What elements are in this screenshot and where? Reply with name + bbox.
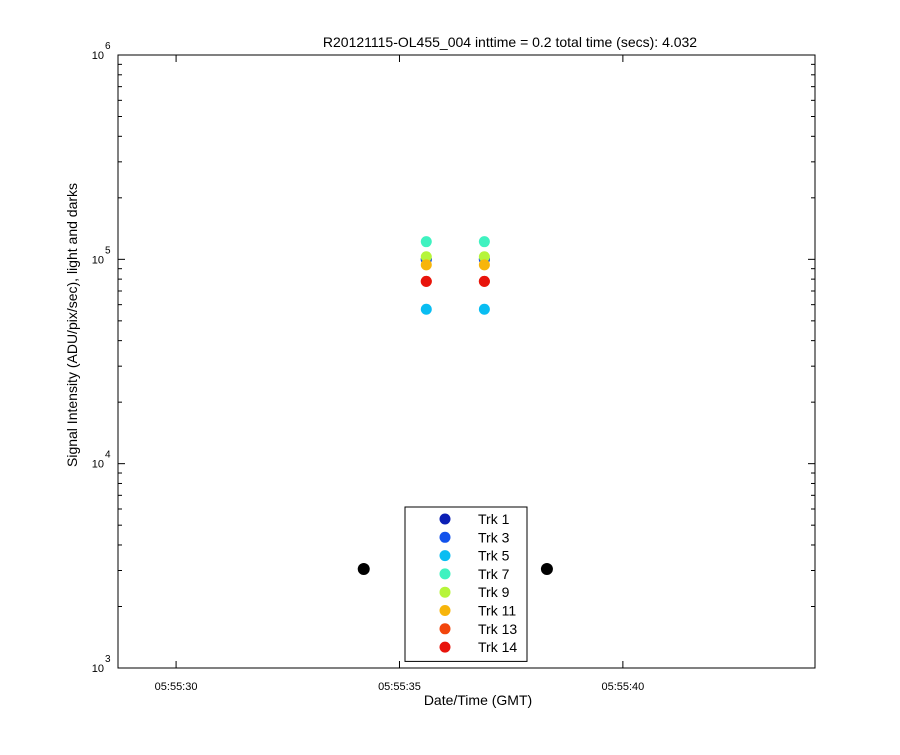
y-tick-label-exponent: 6 <box>105 41 111 52</box>
dark-point <box>357 563 370 576</box>
y-tick-label-base: 10 <box>92 254 104 266</box>
data-point <box>420 275 432 287</box>
legend-marker <box>439 513 451 525</box>
x-tick-label: 05:55:40 <box>601 681 644 693</box>
legend-marker <box>439 550 451 562</box>
data-point <box>478 251 490 263</box>
legend-label: Trk 1 <box>478 511 510 527</box>
y-axis-label: Signal Intensity (ADU/pix/sec), light an… <box>64 183 80 467</box>
data-point <box>420 251 432 263</box>
data-point <box>478 236 490 248</box>
x-axis-label: Date/Time (GMT) <box>424 692 532 708</box>
legend-label: Trk 5 <box>478 548 510 564</box>
x-tick-label: 05:55:35 <box>378 681 421 693</box>
data-point <box>420 236 432 248</box>
legend-label: Trk 3 <box>478 529 510 545</box>
data-point <box>420 259 432 271</box>
legend-marker <box>439 605 451 616</box>
legend-box <box>404 506 528 662</box>
data-points <box>357 236 553 576</box>
legend-marker <box>439 568 451 580</box>
data-point <box>420 303 432 315</box>
legend-label: Trk 11 <box>478 603 516 619</box>
data-point <box>478 275 490 287</box>
y-tick-label-exponent: 5 <box>105 245 111 256</box>
x-tick-label: 05:55:30 <box>155 681 198 693</box>
legend-marker <box>439 623 451 635</box>
y-tick-label-base: 10 <box>92 459 104 471</box>
y-tick-label-base: 10 <box>92 663 104 675</box>
legend: Trk 1 Trk 3 Trk 5 Trk 7 Trk 9 Trk 11 Trk 13 Trk… <box>404 506 528 662</box>
y-tick-label-exponent: 3 <box>105 654 111 665</box>
legend-label: Trk 13 <box>478 621 517 637</box>
dark-point <box>540 563 553 576</box>
legend-label: Trk 9 <box>478 584 510 600</box>
legend-marker <box>439 586 451 598</box>
data-point <box>478 303 490 315</box>
y-tick-label-base: 10 <box>92 50 104 62</box>
chart-title: R20121115-OL455_004 inttime = 0.2 total … <box>323 34 697 50</box>
legend-label: Trk 14 <box>478 639 517 655</box>
legend-label: Trk 7 <box>478 566 510 582</box>
y-tick-label-exponent: 4 <box>105 450 111 461</box>
legend-marker <box>439 531 451 543</box>
legend-marker <box>439 641 451 653</box>
data-point <box>478 259 490 271</box>
